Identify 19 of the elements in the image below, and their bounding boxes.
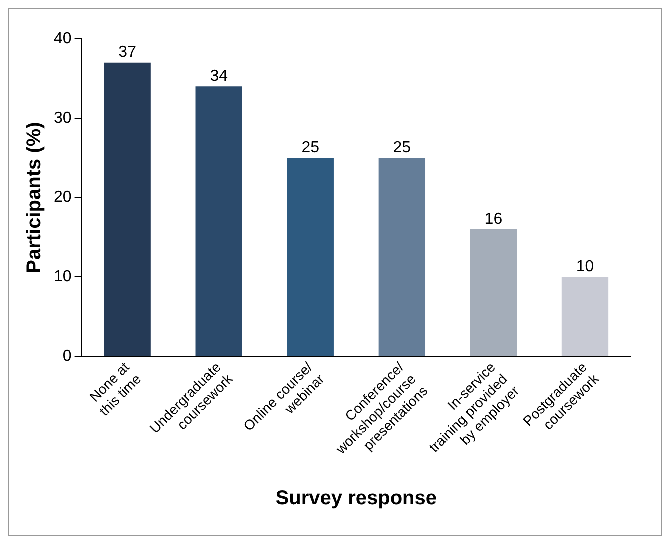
x-axis-title: Survey response — [276, 488, 437, 510]
bar — [378, 158, 426, 356]
data-label: 34 — [210, 68, 228, 86]
y-tick-label: 40 — [54, 30, 72, 48]
bar — [562, 277, 609, 356]
data-label: 25 — [302, 139, 320, 156]
y-tick-label: 30 — [54, 110, 72, 127]
y-axis-title: Participants (%) — [24, 122, 46, 274]
bar — [196, 86, 242, 356]
y-tick-label: 0 — [62, 348, 72, 365]
y-tick-label: 10 — [54, 268, 72, 286]
data-label: 37 — [118, 44, 137, 62]
bar — [104, 62, 151, 356]
data-label: 16 — [484, 210, 503, 228]
y-tick-label: 20 — [54, 189, 72, 206]
bar — [287, 158, 334, 356]
data-label: 10 — [576, 258, 594, 276]
bar — [470, 230, 518, 356]
data-label: 25 — [393, 139, 412, 156]
